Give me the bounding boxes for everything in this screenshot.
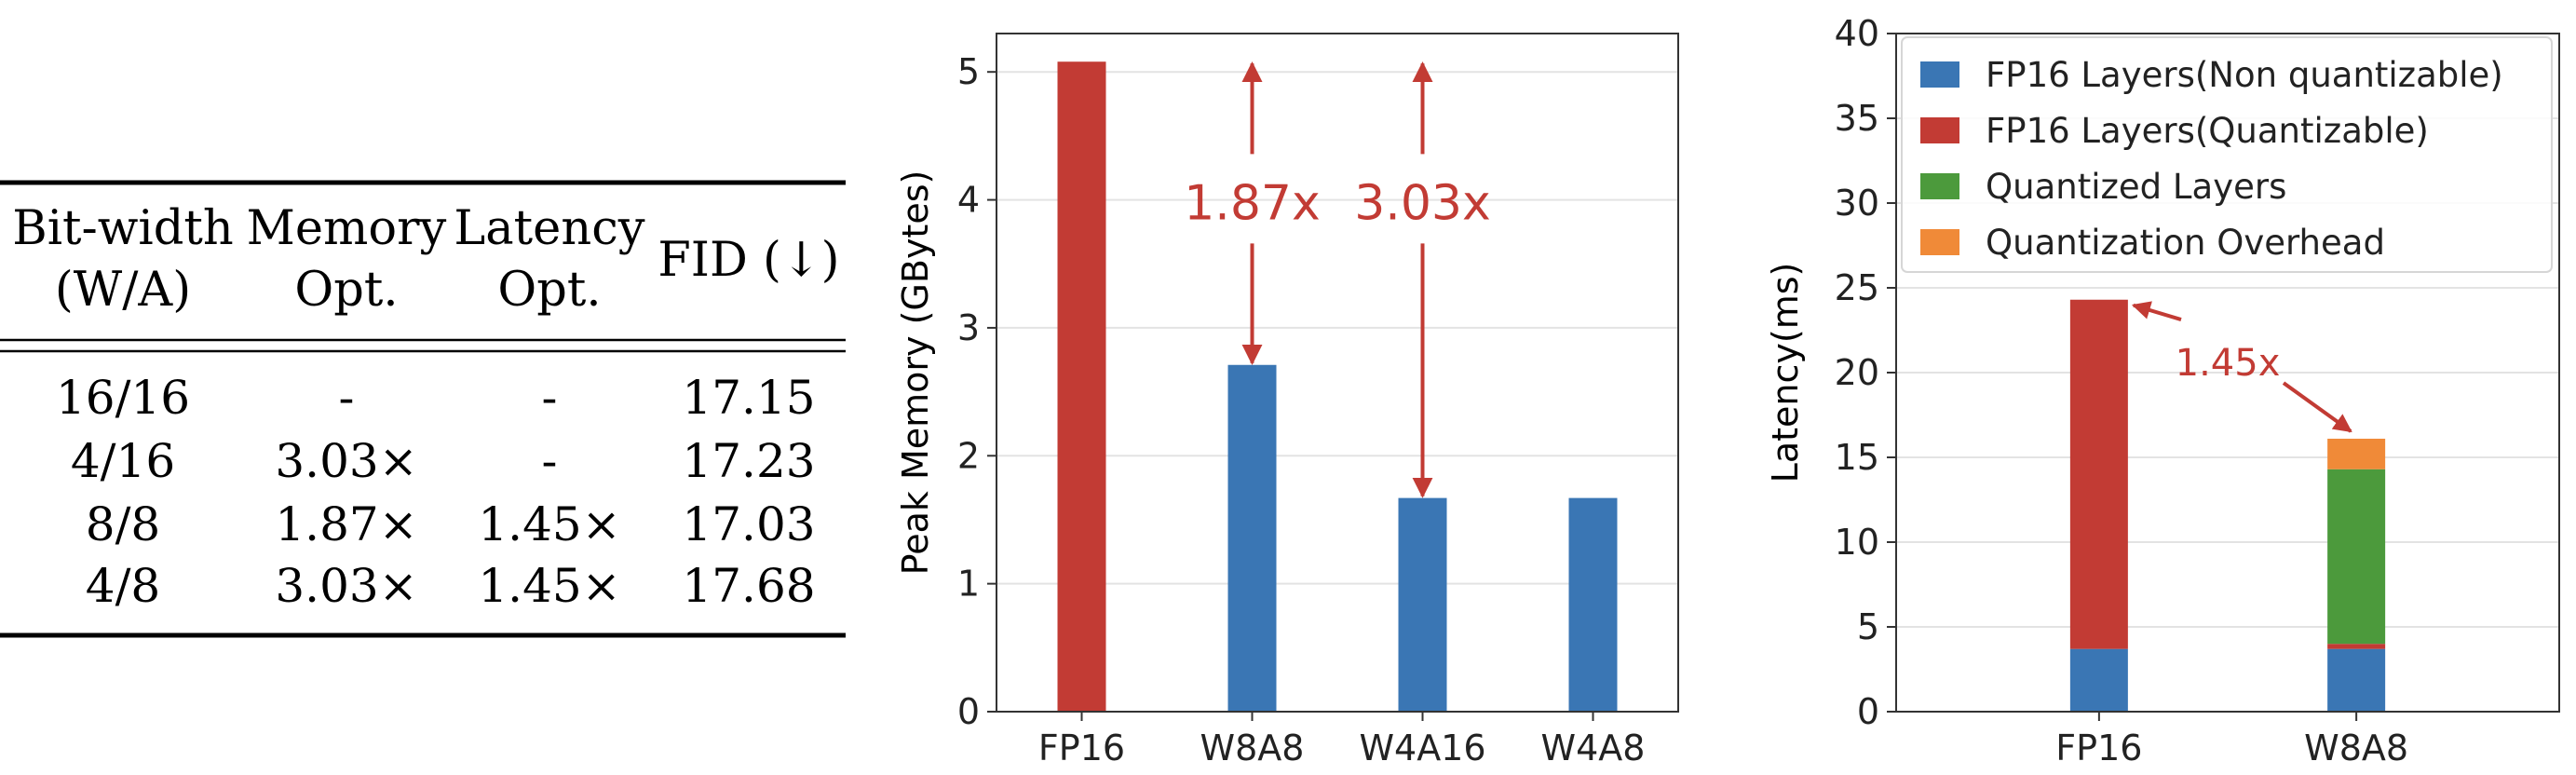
memory-bars	[1057, 61, 1618, 712]
memory-plot-frame	[996, 33, 1679, 713]
memory-annotations: 1.87x 3.03x	[1184, 61, 1491, 498]
y-tick-label: 30	[1835, 183, 1879, 224]
latency-y-ticks: 0 5 10 15 20 25 30 35 40	[1835, 13, 1896, 732]
legend-swatch	[1920, 229, 1959, 255]
latency-y-axis-label: Latency(ms)	[1765, 263, 1806, 483]
legend-swatch	[1920, 117, 1959, 143]
x-tick-label: W4A16	[1359, 727, 1485, 768]
annotation-label: 1.87x	[1184, 175, 1321, 231]
y-tick-label: 35	[1835, 98, 1879, 139]
table-cell: 17.68	[682, 559, 815, 613]
header-fid: FID (↓)	[658, 233, 839, 288]
legend-label: Quantized Layers	[1986, 167, 2286, 207]
memory-gridlines	[997, 71, 1678, 585]
x-tick-label: W8A8	[2304, 727, 2408, 768]
legend-box	[1901, 36, 2553, 273]
latency-bars	[2069, 299, 2386, 712]
latency-x-ticks: FP16 W8A8	[2055, 712, 2408, 768]
peak-memory-chart: 1.87x 3.03x 0 1 2 3 4 5 FP16 W8A8 W4A16 W4A8 Peak…	[875, 0, 1695, 775]
latency-legend: FP16 Layers(Non quantizable) FP16 Layers(…	[1901, 36, 2553, 273]
table-cell: -	[542, 434, 558, 488]
legend-label: FP16 Layers(Non quantizable)	[1986, 55, 2503, 95]
stacked-bar-segment-w8a8-1	[2327, 644, 2386, 649]
stacked-bar-segment-w8a8-0	[2327, 648, 2386, 712]
latency-chart: 1.45x 0 5 10 15 20 25 30 35 40 FP16 W8A8 FP16 Lay…	[1751, 0, 2576, 775]
header-latency-line1: Latency	[454, 201, 644, 256]
y-tick-label: 20	[1835, 352, 1879, 393]
y-tick-label: 1	[957, 564, 980, 605]
y-tick-label: 2	[957, 435, 980, 476]
stacked-bar-segment-fp16-1	[2069, 299, 2128, 649]
bar-w4a16	[1398, 497, 1447, 712]
table-cell: -	[542, 371, 558, 425]
stacked-bar-segment-w8a8-3	[2327, 438, 2386, 469]
stacked-bar-segment-w8a8-2	[2327, 469, 2386, 645]
table-cell: 4/8	[86, 559, 160, 613]
table-cell: 3.03×	[275, 559, 417, 613]
bar-fp16	[1057, 61, 1106, 712]
x-tick-label: FP16	[1038, 727, 1125, 768]
table-cell: 1.45×	[478, 559, 620, 613]
results-table: Bit-width (W/A) Memory Opt. Latency Opt.…	[0, 0, 857, 775]
y-tick-label: 0	[957, 691, 980, 732]
table-cell: 17.03	[682, 497, 815, 551]
annotation-label: 3.03x	[1354, 175, 1491, 231]
annotation-arrow-right	[2282, 381, 2352, 433]
latency-chart-svg: 1.45x 0 5 10 15 20 25 30 35 40 FP16 W8A8 FP16 Lay…	[1765, 13, 2560, 768]
legend-label: FP16 Layers(Quantizable)	[1986, 111, 2429, 151]
legend-swatch	[1920, 173, 1959, 199]
latency-annotations: 1.45x	[2131, 301, 2352, 433]
y-tick-label: 25	[1835, 267, 1879, 308]
legend-swatch	[1920, 61, 1959, 88]
peak-memory-chart-svg: 1.87x 3.03x 0 1 2 3 4 5 FP16 W8A8 W4A16 W4A8 Peak…	[895, 33, 1679, 768]
table-cell: 3.03×	[275, 434, 417, 488]
x-tick-label: W4A8	[1541, 727, 1646, 768]
header-memory-line2: Opt.	[294, 263, 398, 318]
table-cell: 17.15	[682, 371, 815, 425]
x-tick-label: W8A8	[1200, 727, 1305, 768]
header-bitwidth-line2: (W/A)	[55, 263, 191, 318]
header-bitwidth-line1: Bit-width	[12, 201, 233, 256]
table-cell: 16/16	[56, 371, 190, 425]
y-tick-label: 0	[1857, 691, 1879, 732]
y-tick-label: 3	[957, 307, 980, 348]
stacked-bar-segment-fp16-0	[2069, 648, 2128, 712]
memory-x-ticks: FP16 W8A8 W4A16 W4A8	[1038, 712, 1646, 768]
bar-w8a8	[1227, 364, 1277, 712]
legend-label: Quantization Overhead	[1986, 223, 2385, 263]
x-tick-label: FP16	[2055, 727, 2142, 768]
y-tick-label: 5	[1857, 606, 1879, 647]
table-cell: 8/8	[86, 497, 160, 551]
bar-w4a8	[1568, 497, 1618, 712]
annotation-label: 1.45x	[2176, 342, 2281, 385]
table-cell: 1.87×	[275, 497, 417, 551]
table-cell: 17.23	[682, 434, 815, 488]
memory-y-axis-label: Peak Memory (GBytes)	[895, 170, 936, 576]
table-cell: 1.45×	[478, 497, 620, 551]
table-cell: -	[339, 371, 355, 425]
y-tick-label: 10	[1835, 522, 1879, 563]
memory-y-ticks: 0 1 2 3 4 5	[957, 51, 997, 732]
y-tick-label: 40	[1835, 13, 1879, 54]
results-table-svg: Bit-width (W/A) Memory Opt. Latency Opt.…	[0, 180, 846, 638]
header-memory-line1: Memory	[247, 201, 447, 256]
annotation-arrow-left	[2131, 301, 2182, 321]
y-tick-label: 15	[1835, 437, 1879, 478]
y-tick-label: 5	[957, 51, 980, 92]
table-cell: 4/16	[71, 434, 175, 488]
y-tick-label: 4	[957, 180, 980, 221]
header-latency-line2: Opt.	[497, 263, 601, 318]
